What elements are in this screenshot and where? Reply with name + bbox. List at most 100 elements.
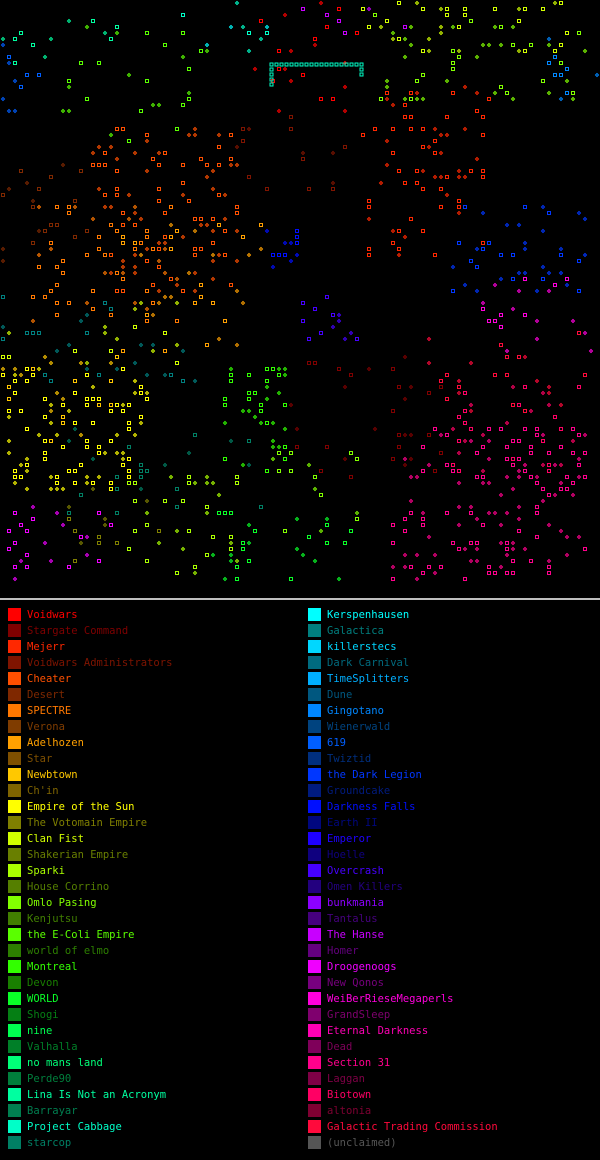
- star-system[interactable]: [463, 409, 467, 413]
- star-system[interactable]: [391, 241, 395, 245]
- star-system[interactable]: [456, 168, 462, 174]
- star-system[interactable]: [84, 360, 90, 366]
- star-system[interactable]: [391, 457, 395, 461]
- star-system[interactable]: [228, 438, 234, 444]
- star-system[interactable]: [192, 228, 198, 234]
- star-system[interactable]: [270, 420, 276, 426]
- star-system[interactable]: [409, 91, 413, 95]
- star-system[interactable]: [73, 421, 77, 425]
- star-system[interactable]: [216, 336, 222, 342]
- star-system[interactable]: [42, 540, 48, 546]
- star-system[interactable]: [132, 378, 138, 384]
- star-system[interactable]: [49, 289, 53, 293]
- star-system[interactable]: [246, 462, 252, 468]
- star-system[interactable]: [523, 277, 527, 281]
- star-system[interactable]: [85, 403, 89, 407]
- star-system[interactable]: [234, 162, 240, 168]
- star-system[interactable]: [265, 367, 269, 371]
- star-system[interactable]: [67, 511, 71, 515]
- star-system[interactable]: [163, 235, 167, 239]
- star-system[interactable]: [529, 475, 533, 479]
- star-system[interactable]: [31, 241, 35, 245]
- star-system[interactable]: [409, 127, 413, 131]
- star-system[interactable]: [210, 480, 216, 486]
- star-system[interactable]: [457, 199, 461, 203]
- star-system[interactable]: [78, 360, 84, 366]
- star-system[interactable]: [276, 108, 282, 114]
- star-system[interactable]: [535, 535, 539, 539]
- star-system[interactable]: [529, 559, 533, 563]
- star-system[interactable]: [156, 102, 162, 108]
- star-system[interactable]: [13, 469, 17, 473]
- star-system[interactable]: [432, 570, 438, 576]
- star-system[interactable]: [522, 354, 528, 360]
- star-system[interactable]: [457, 241, 461, 245]
- star-system[interactable]: [205, 505, 209, 509]
- star-system[interactable]: [313, 361, 317, 365]
- star-system[interactable]: [553, 283, 557, 287]
- star-system[interactable]: [6, 60, 12, 66]
- star-system[interactable]: [403, 517, 407, 521]
- star-system[interactable]: [487, 571, 491, 575]
- star-system[interactable]: [457, 439, 461, 443]
- star-system[interactable]: [336, 312, 342, 318]
- star-system[interactable]: [547, 565, 551, 569]
- star-system[interactable]: [463, 391, 467, 395]
- star-system[interactable]: [78, 432, 84, 438]
- star-system[interactable]: [102, 270, 108, 276]
- star-system[interactable]: [313, 37, 317, 41]
- star-system[interactable]: [187, 67, 191, 71]
- star-system[interactable]: [403, 529, 407, 533]
- star-system[interactable]: [12, 480, 18, 486]
- star-system[interactable]: [0, 366, 6, 372]
- star-system[interactable]: [13, 61, 17, 65]
- star-system[interactable]: [7, 547, 11, 551]
- star-system[interactable]: [0, 36, 6, 42]
- star-system[interactable]: [18, 558, 24, 564]
- star-system[interactable]: [277, 451, 281, 455]
- star-system[interactable]: [151, 283, 155, 287]
- star-system[interactable]: [61, 415, 65, 419]
- star-system[interactable]: [301, 301, 305, 305]
- star-system[interactable]: [475, 265, 479, 269]
- star-system[interactable]: [138, 252, 144, 258]
- star-system[interactable]: [97, 559, 101, 563]
- star-system[interactable]: [241, 127, 245, 131]
- star-system[interactable]: [289, 115, 293, 119]
- star-system[interactable]: [403, 103, 407, 107]
- star-system[interactable]: [157, 265, 161, 269]
- star-system[interactable]: [7, 385, 11, 389]
- star-system[interactable]: [504, 348, 510, 354]
- star-system[interactable]: [462, 546, 468, 552]
- star-system[interactable]: [175, 127, 179, 131]
- star-system[interactable]: [457, 385, 461, 389]
- star-system[interactable]: [270, 264, 276, 270]
- star-system[interactable]: [505, 445, 509, 449]
- star-system[interactable]: [211, 241, 215, 245]
- star-system[interactable]: [541, 487, 545, 491]
- star-system[interactable]: [390, 564, 396, 570]
- star-system[interactable]: [522, 240, 528, 246]
- star-system[interactable]: [109, 349, 113, 353]
- star-system[interactable]: [361, 133, 365, 137]
- star-system[interactable]: [390, 102, 396, 108]
- star-system[interactable]: [408, 42, 414, 48]
- star-system[interactable]: [156, 540, 162, 546]
- star-system[interactable]: [391, 577, 395, 581]
- star-system[interactable]: [421, 145, 425, 149]
- star-system[interactable]: [540, 228, 546, 234]
- star-system[interactable]: [169, 277, 173, 281]
- star-system[interactable]: [37, 331, 41, 335]
- star-system[interactable]: [307, 535, 311, 539]
- star-system[interactable]: [391, 541, 395, 545]
- star-system[interactable]: [397, 385, 401, 389]
- star-system[interactable]: [486, 456, 492, 462]
- star-system[interactable]: [19, 475, 23, 479]
- star-system[interactable]: [217, 511, 221, 515]
- star-system[interactable]: [133, 499, 137, 503]
- star-system[interactable]: [331, 313, 335, 317]
- star-system[interactable]: [511, 43, 515, 47]
- star-system[interactable]: [31, 367, 35, 371]
- star-system[interactable]: [169, 247, 173, 251]
- star-system[interactable]: [127, 481, 131, 485]
